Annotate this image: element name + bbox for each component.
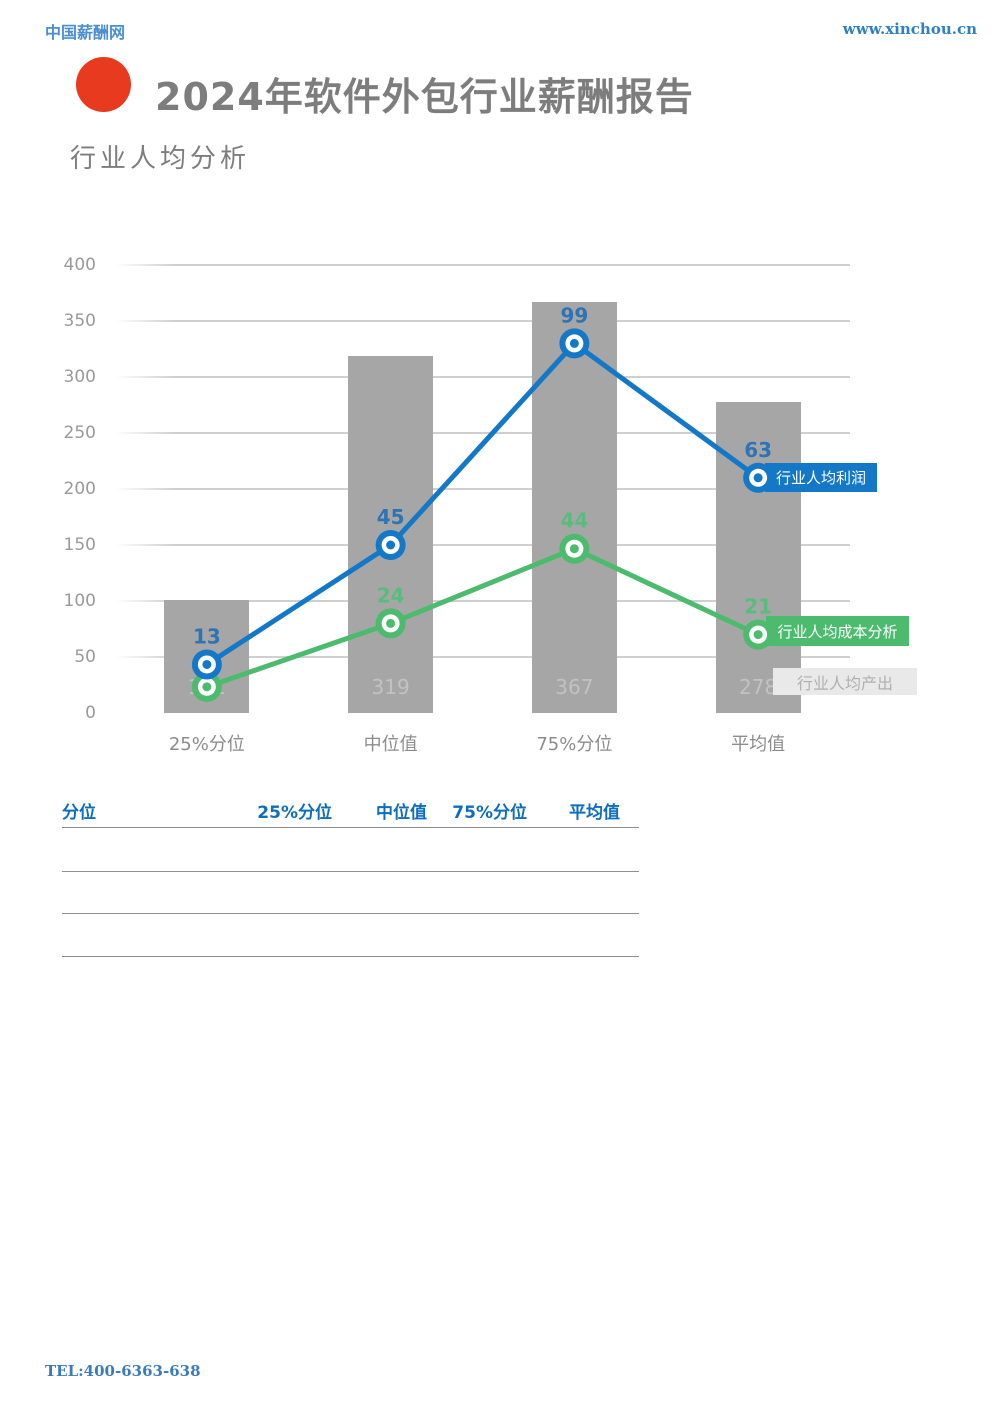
legend-output: 行业人均产出 <box>773 668 917 695</box>
footer-band <box>0 1383 992 1403</box>
y-tick-label: 150 <box>63 535 96 555</box>
y-tick-label: 300 <box>63 367 96 387</box>
table-divider <box>62 827 639 828</box>
telephone-number: TEL:400-6363-638 <box>45 1362 201 1380</box>
gridline <box>115 264 850 266</box>
bar-75%分位 <box>531 301 617 713</box>
bar-中位值 <box>348 355 434 713</box>
red-dot-icon <box>76 57 131 112</box>
bar-value-label: 319 <box>371 675 410 699</box>
table-divider <box>62 956 639 957</box>
y-tick-label: 100 <box>63 591 96 611</box>
bar-平均值 <box>715 401 801 713</box>
legend-profit: 行业人均利润 <box>765 463 877 492</box>
legend-cost: 行业人均成本分析 <box>766 616 909 646</box>
x-axis-label-1: 25%分位 <box>168 734 245 755</box>
gridline <box>115 320 850 322</box>
legend-cost-label: 行业人均成本分析 <box>777 622 898 641</box>
gridline <box>115 376 850 378</box>
table-header-median: 中位值 <box>376 803 427 823</box>
x-axis-label-3: 75%分位 <box>536 734 613 755</box>
secondary-line-cost <box>206 546 760 690</box>
x-axis-label-2: 中位值 <box>363 734 418 755</box>
table-divider <box>62 913 639 914</box>
legend-output-label: 行业人均产出 <box>796 673 893 693</box>
x-axis-label-4: 平均值 <box>731 734 786 755</box>
table-header-fenwei: 分位 <box>62 803 96 823</box>
y-tick-label: 250 <box>63 423 96 443</box>
y-tick-label: 200 <box>63 479 96 499</box>
y-tick-label: 400 <box>63 255 96 275</box>
secondary-line-profit <box>205 340 760 667</box>
site-url-link[interactable]: www.xinchou.cn <box>842 20 977 38</box>
table-header-average: 平均值 <box>569 803 620 823</box>
y-tick-label: 50 <box>74 647 96 667</box>
table-header-75pct: 75%分位 <box>452 803 527 823</box>
legend-profit-label: 行业人均利润 <box>775 469 866 487</box>
site-name: 中国薪酬网 <box>45 23 126 42</box>
y-tick-label: 0 <box>85 703 96 723</box>
report-title: 2024年软件外包行业薪酬报告 <box>155 75 694 119</box>
table-divider <box>62 871 639 872</box>
bar-value-label: 101 <box>187 675 226 699</box>
section-title: 行业人均分析 <box>70 144 251 174</box>
bar-value-label: 367 <box>555 675 594 699</box>
y-tick-label: 350 <box>63 311 96 331</box>
table-header-25pct: 25%分位 <box>257 803 332 823</box>
